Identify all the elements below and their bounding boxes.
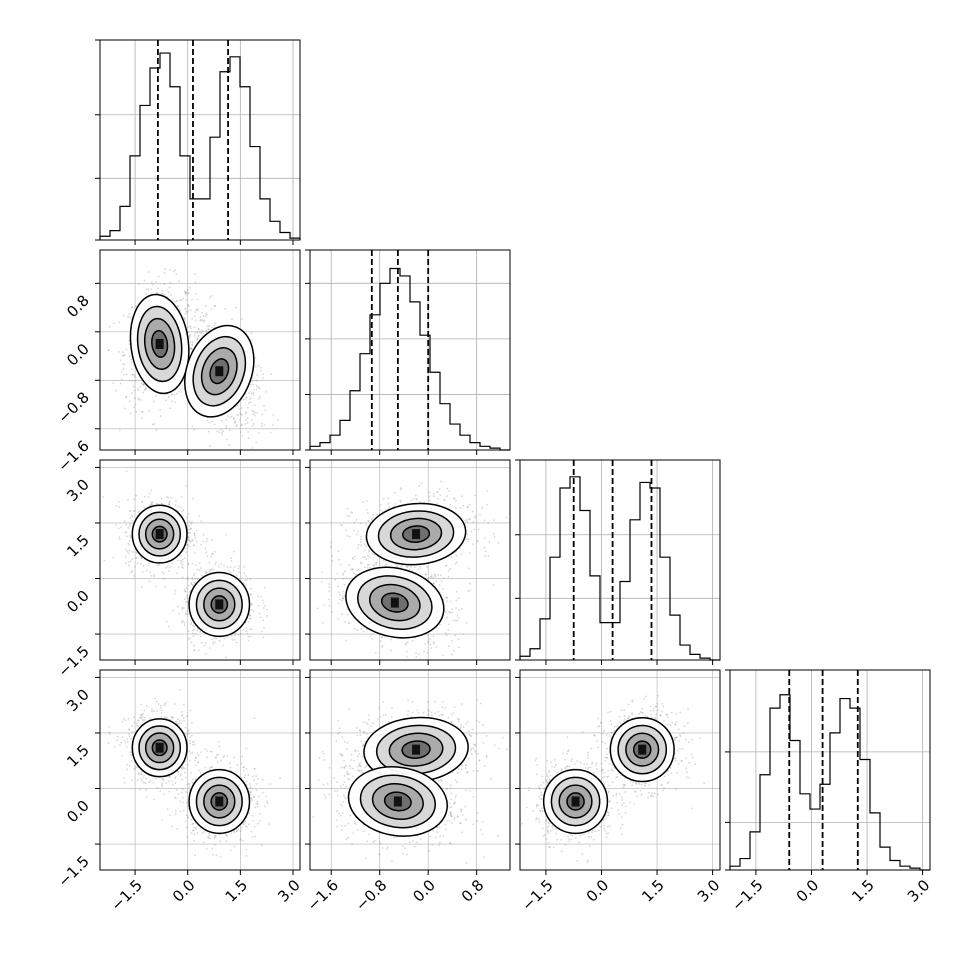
density-peak-2: [638, 744, 647, 755]
density-peak-2: [393, 796, 402, 807]
scatter-points: [107, 688, 282, 858]
y-tick-label-row2-3: 0.0: [63, 340, 93, 370]
hist-1-frame: [99, 39, 301, 241]
panel-frame: [99, 249, 301, 451]
x-tick-label-col3-1: −1.5: [518, 876, 556, 914]
histogram-3: [515, 459, 721, 661]
x-tick-label-col4-2: 0.0: [793, 876, 823, 906]
x-tick-label-col2-3: 0.0: [409, 876, 439, 906]
density-peak-2: [215, 796, 224, 807]
hist-2-frame: [309, 249, 511, 451]
y-tick-label-row3-4: 3.0: [63, 476, 93, 506]
y-tick-label-row3-2: 0.0: [63, 587, 93, 617]
histogram-2: [305, 249, 511, 451]
x-tick-label-col1-1: −1.5: [107, 876, 145, 914]
y-tick-label-row2-2: −0.8: [54, 388, 92, 426]
hist-4-frame: [729, 669, 931, 871]
density-peak-1: [571, 796, 580, 807]
density-peak-2: [215, 366, 224, 377]
scatter-panel-4-3: [515, 669, 721, 875]
y-tick-label-row4-2: 0.0: [63, 797, 93, 827]
hist-1-steps: [99, 52, 301, 240]
x-tick-label-col2-4: 0.8: [458, 876, 488, 906]
x-tick-label-col4-4: 3.0: [904, 876, 934, 906]
x-tick-label-col1-3: 1.5: [222, 876, 252, 906]
hist-3-steps: [519, 476, 720, 661]
y-tick-label-row4-4: 3.0: [63, 686, 93, 716]
density-peak-1: [155, 529, 164, 540]
scatter-points: [102, 470, 268, 659]
x-tick-label-col1-2: 0.0: [169, 876, 199, 906]
density-peak-2: [390, 597, 399, 608]
x-tick-label-col4-1: −1.5: [728, 876, 766, 914]
scatter-panel-4-2: [305, 669, 511, 875]
panel-frame: [99, 459, 301, 661]
y-tick-label-row2-4: 0.8: [63, 291, 93, 321]
y-tick-label-row3-3: 1.5: [63, 531, 93, 561]
density-peak-2: [215, 599, 224, 610]
density-peak-1: [155, 338, 164, 349]
x-tick-label-col2-2: −0.8: [352, 876, 390, 914]
x-tick-label-col2-1: −1.6: [304, 876, 342, 914]
x-tick-label-col3-3: 1.5: [638, 876, 668, 906]
y-tick-label-row2-1: −1.6: [54, 437, 92, 475]
histogram-4: [725, 669, 931, 871]
y-tick-label-row4-1: −1.5: [54, 852, 92, 890]
histogram-1: [95, 39, 301, 241]
panel-frame: [519, 669, 721, 871]
x-tick-label-col4-3: 1.5: [848, 876, 878, 906]
panel-frame: [99, 669, 301, 871]
scatter-points: [520, 694, 706, 864]
scatter-panel-4-1: [95, 669, 301, 875]
density-peak-1: [155, 742, 164, 753]
scatter-panel-3-1: [95, 459, 301, 665]
panel-frame: [309, 669, 511, 871]
scatter-panel-3-2: [305, 459, 511, 665]
x-tick-label-col1-4: 3.0: [274, 876, 304, 906]
hist-2-steps: [309, 267, 510, 451]
x-tick-label-col3-4: 3.0: [694, 876, 724, 906]
hist-3-frame: [519, 459, 721, 661]
density-peak-1: [412, 744, 421, 755]
density-peak-1: [412, 529, 421, 540]
hist-4-steps: [729, 694, 930, 871]
scatter-panel-2-1: [95, 249, 301, 455]
y-tick-label-row4-3: 1.5: [63, 741, 93, 771]
panel-frame: [309, 459, 511, 661]
y-tick-label-row3-1: −1.5: [54, 642, 92, 680]
x-tick-label-col3-2: 0.0: [583, 876, 613, 906]
